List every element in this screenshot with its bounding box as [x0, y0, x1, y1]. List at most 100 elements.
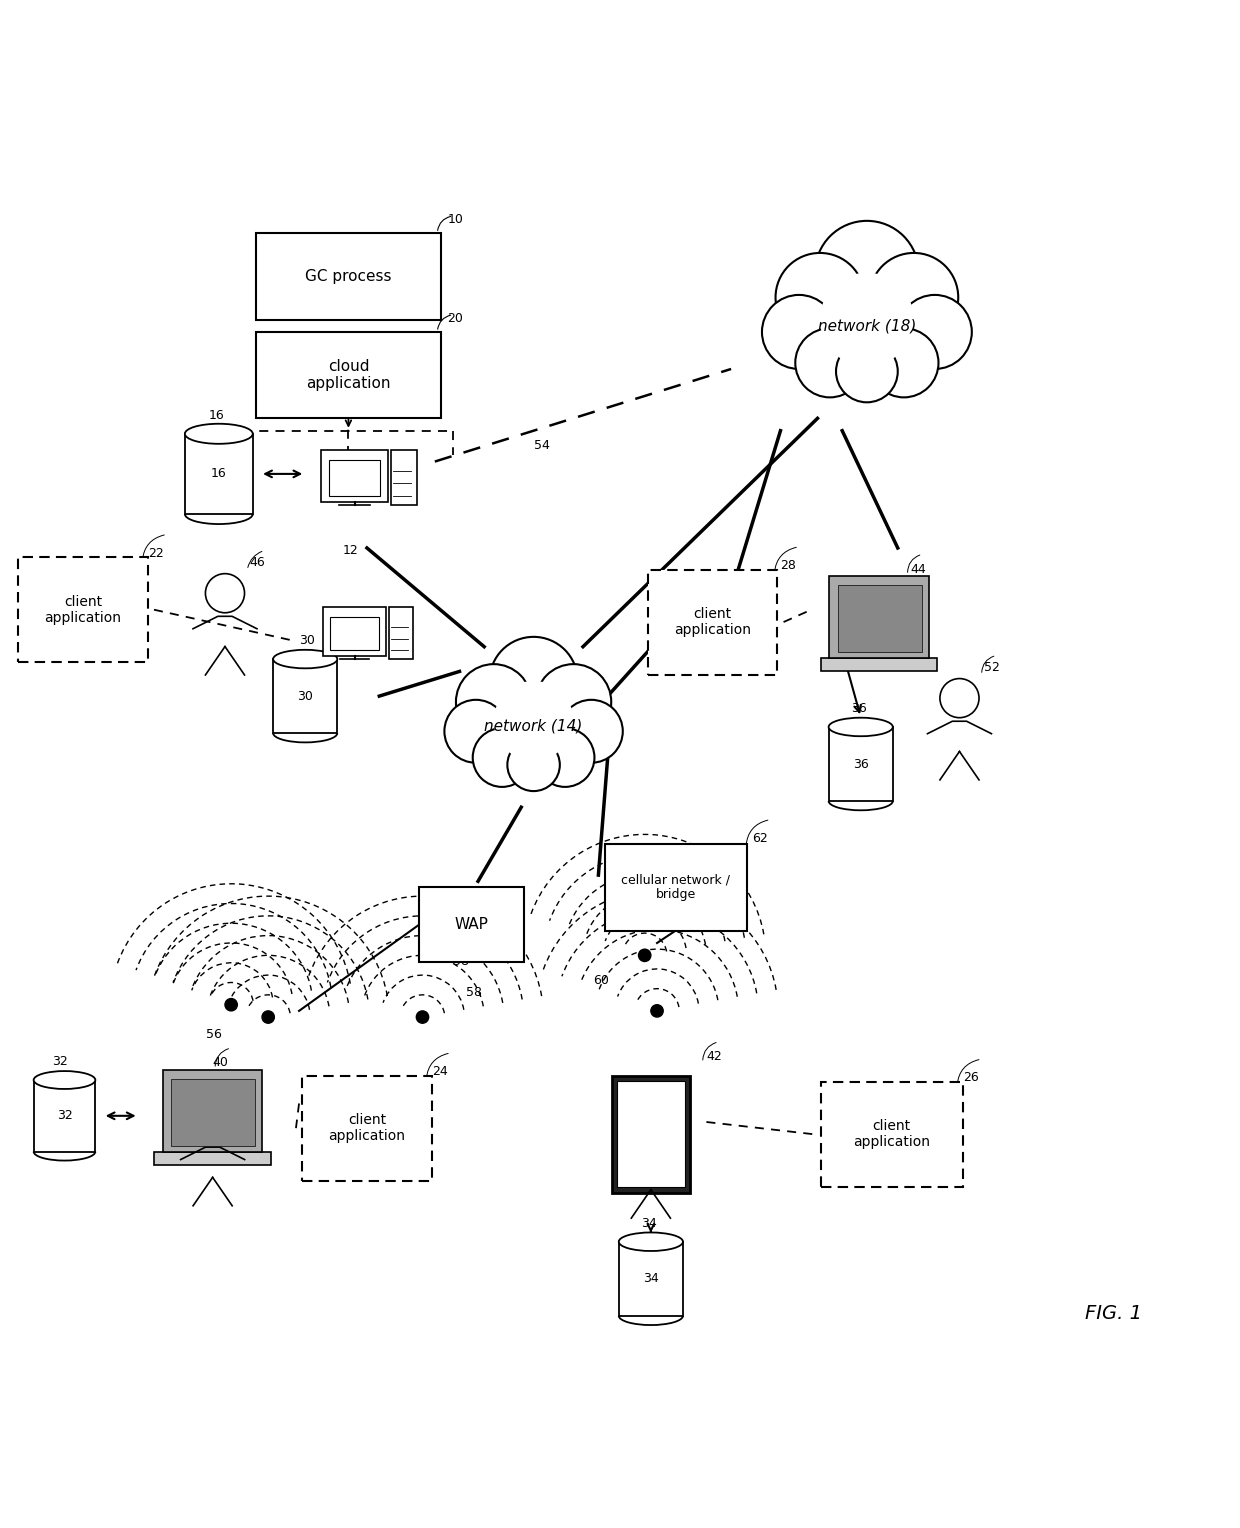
Text: 32: 32 [52, 1056, 68, 1068]
Bar [605, 845, 746, 931]
Text: client
application: client application [329, 1112, 405, 1143]
Text: 10: 10 [448, 214, 463, 226]
Text: 58: 58 [454, 955, 470, 969]
Circle shape [820, 272, 914, 367]
Circle shape [224, 998, 237, 1012]
Bar [419, 888, 525, 961]
Text: 34: 34 [644, 1273, 658, 1285]
Text: 20: 20 [448, 312, 463, 325]
Text: client
application: client application [675, 607, 751, 637]
Text: cloud
application: cloud application [306, 359, 391, 391]
Text: 36: 36 [853, 758, 868, 770]
Text: 40: 40 [212, 1056, 228, 1070]
Text: cellular network /
bridge: cellular network / bridge [621, 874, 730, 902]
Circle shape [631, 1117, 671, 1155]
Bar [255, 234, 441, 319]
Circle shape [836, 341, 898, 402]
Bar [329, 460, 381, 495]
Circle shape [559, 700, 622, 762]
Circle shape [417, 1012, 429, 1024]
Circle shape [940, 678, 980, 718]
Polygon shape [162, 1070, 262, 1152]
Ellipse shape [619, 1233, 683, 1251]
Circle shape [775, 254, 864, 342]
Ellipse shape [33, 1071, 95, 1089]
Bar [619, 1242, 683, 1316]
Circle shape [639, 949, 651, 961]
Text: 28: 28 [780, 559, 796, 571]
Text: GC process: GC process [305, 269, 392, 284]
Circle shape [761, 295, 836, 368]
Circle shape [869, 329, 939, 397]
Bar [647, 570, 777, 674]
Polygon shape [171, 1079, 255, 1146]
Text: 52: 52 [985, 662, 999, 674]
Bar [322, 607, 387, 656]
Text: WAP: WAP [455, 917, 489, 932]
Text: 16: 16 [211, 468, 227, 480]
Text: 54: 54 [533, 439, 549, 452]
Bar [321, 449, 388, 501]
Circle shape [507, 738, 559, 792]
Polygon shape [821, 659, 937, 671]
Text: 16: 16 [208, 410, 224, 422]
Bar [613, 1076, 689, 1193]
Text: 32: 32 [57, 1109, 72, 1123]
Bar [331, 617, 378, 651]
Bar [185, 434, 253, 513]
Polygon shape [830, 576, 929, 659]
Text: 24: 24 [433, 1065, 448, 1079]
Text: FIG. 1: FIG. 1 [1085, 1303, 1142, 1323]
Circle shape [536, 729, 594, 787]
Circle shape [795, 329, 864, 397]
Circle shape [456, 665, 532, 740]
Text: network (14): network (14) [485, 718, 583, 733]
Text: 30: 30 [298, 689, 314, 703]
Circle shape [536, 665, 611, 740]
Text: 60: 60 [593, 973, 609, 987]
Text: client
application: client application [45, 594, 122, 625]
Text: 26: 26 [963, 1071, 978, 1085]
Bar [392, 449, 417, 504]
Ellipse shape [273, 649, 337, 668]
Polygon shape [154, 1152, 270, 1166]
Text: 34: 34 [641, 1216, 657, 1230]
Ellipse shape [828, 718, 893, 736]
Bar [273, 659, 337, 733]
Text: 42: 42 [707, 1050, 722, 1063]
Bar [828, 727, 893, 801]
Circle shape [206, 573, 244, 613]
Text: 58: 58 [466, 986, 481, 999]
Bar [389, 607, 413, 659]
Circle shape [651, 1005, 663, 1018]
Text: 22: 22 [149, 547, 164, 559]
Text: 30: 30 [299, 634, 315, 648]
Circle shape [490, 637, 578, 724]
Bar [255, 332, 441, 419]
Text: 48: 48 [237, 1088, 253, 1100]
Circle shape [262, 1012, 274, 1024]
Circle shape [193, 1105, 232, 1143]
Bar [19, 558, 148, 662]
Text: 44: 44 [910, 562, 926, 576]
Text: 46: 46 [249, 556, 265, 570]
Polygon shape [838, 585, 921, 652]
Circle shape [869, 254, 959, 342]
Text: network (18): network (18) [817, 318, 916, 333]
Text: 12: 12 [342, 544, 358, 558]
Circle shape [472, 729, 532, 787]
Text: 36: 36 [851, 703, 867, 715]
Bar [33, 1080, 95, 1152]
Circle shape [444, 700, 507, 762]
Text: 38: 38 [317, 698, 334, 712]
Circle shape [815, 222, 919, 324]
Text: 50: 50 [676, 1100, 692, 1112]
Text: 56: 56 [207, 1028, 222, 1041]
Bar [821, 1082, 962, 1187]
Bar [618, 1082, 684, 1187]
Text: 62: 62 [753, 831, 768, 845]
Circle shape [494, 681, 573, 761]
Circle shape [898, 295, 972, 368]
Text: client
application: client application [853, 1118, 930, 1149]
Bar [303, 1076, 432, 1181]
